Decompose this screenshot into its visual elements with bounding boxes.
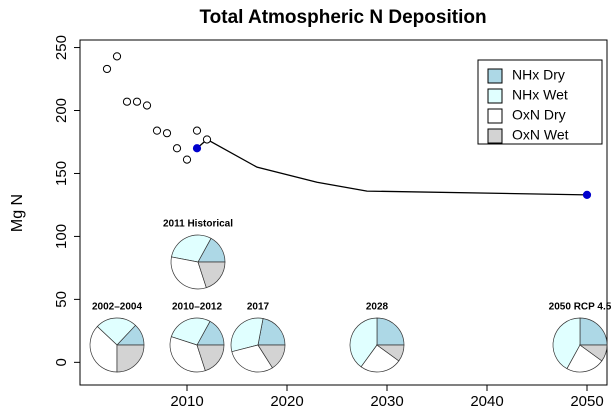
pie-slice xyxy=(197,261,226,289)
pie-slice xyxy=(231,344,273,373)
pie-label: 2050 RCP 4.5 xyxy=(549,302,612,313)
y-tick-label: 100 xyxy=(53,224,70,249)
x-tick-label: 2030 xyxy=(370,393,403,410)
legend-label: NHx Wet xyxy=(512,87,568,103)
pie-slice xyxy=(566,344,603,373)
pie-slice xyxy=(257,318,286,346)
pie-label: 2010–2012 xyxy=(172,302,222,313)
plot-frame xyxy=(79,39,608,386)
legend-label: OxN Dry xyxy=(512,107,566,123)
pie-slice xyxy=(578,344,608,362)
x-tick-label: 2020 xyxy=(270,393,303,410)
pie-slice xyxy=(360,344,400,373)
pie-label: 2002–2004 xyxy=(92,302,142,313)
x-tick-label: 2040 xyxy=(470,393,503,410)
pie-slice xyxy=(170,256,207,290)
legend-swatch xyxy=(487,108,503,124)
legend-label: OxN Wet xyxy=(512,127,569,143)
point xyxy=(112,52,122,61)
pie-slice xyxy=(257,344,286,369)
y-tick-label: 200 xyxy=(53,98,70,123)
point xyxy=(122,97,132,106)
legend-swatch xyxy=(487,88,503,104)
x-tick-label: 2010 xyxy=(170,393,203,410)
point xyxy=(202,135,212,144)
pie-label: 2011 Historical xyxy=(163,219,233,230)
pie-slice xyxy=(552,317,581,370)
y-axis-label: Mg N xyxy=(9,194,26,232)
pie-slice xyxy=(171,234,212,263)
pie-label: 2017 xyxy=(247,302,270,313)
point xyxy=(132,97,142,106)
x-tick-label: 2050 xyxy=(570,393,603,410)
point xyxy=(162,129,172,138)
point xyxy=(192,144,202,153)
legend-swatch xyxy=(487,128,503,144)
pie-slice xyxy=(376,317,405,346)
pie-slice xyxy=(196,344,225,372)
pie-slice xyxy=(349,317,378,368)
pie-slice xyxy=(169,336,206,373)
point xyxy=(142,101,152,110)
pie-slice xyxy=(579,317,608,346)
point xyxy=(192,126,202,135)
chart-title: Total Atmospheric N Deposition xyxy=(199,7,486,28)
point xyxy=(152,126,162,135)
y-tick-label: 150 xyxy=(53,161,70,186)
legend-swatch xyxy=(487,68,503,84)
pie-slice xyxy=(89,326,118,373)
line xyxy=(196,138,588,196)
pie-slice xyxy=(96,317,136,346)
pie-slice xyxy=(170,317,211,346)
pie-slice xyxy=(116,344,145,373)
pie-label: 2028 xyxy=(366,302,389,313)
y-tick-label: 50 xyxy=(53,291,70,308)
y-tick-label: 0 xyxy=(53,358,70,366)
pie-slice xyxy=(375,344,405,362)
point xyxy=(172,144,182,153)
point xyxy=(582,190,592,199)
point xyxy=(182,155,192,164)
y-tick-label: 250 xyxy=(53,35,70,60)
legend-label: NHx Dry xyxy=(512,67,565,83)
point xyxy=(102,64,112,74)
pie-slice xyxy=(230,317,264,353)
